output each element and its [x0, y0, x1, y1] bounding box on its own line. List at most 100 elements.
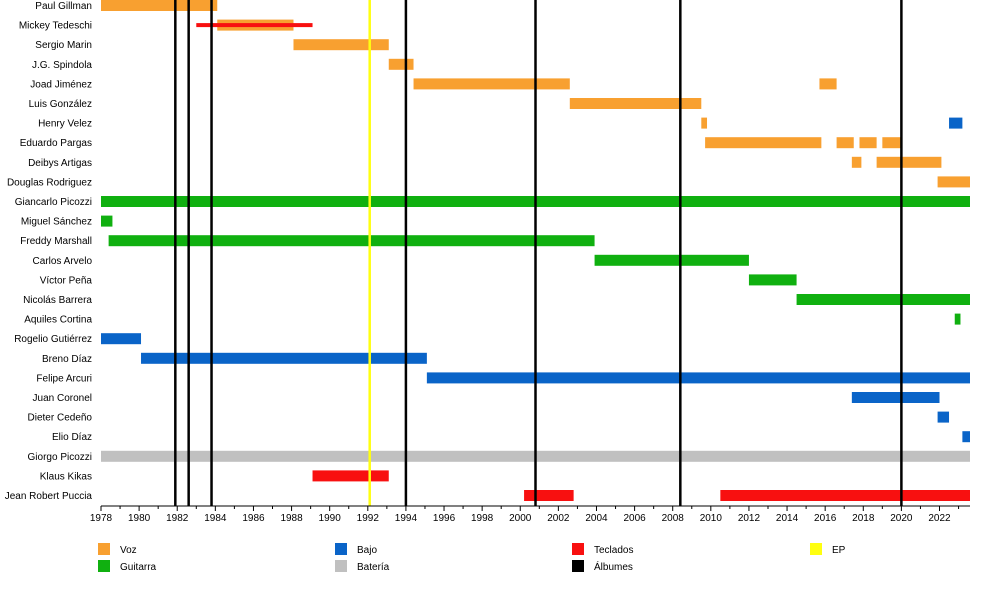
tick-label-2004: 2004 [585, 513, 608, 524]
member-label-sergio-marin: Sergio Marin [35, 40, 92, 51]
member-label-douglas-rodriguez: Douglas Rodriguez [7, 177, 92, 188]
bar-luis-gonzalez-voz-1 [569, 98, 702, 109]
legend-label-teclados: Teclados [594, 545, 633, 556]
bar-juan-coronel-bajo-1 [851, 392, 940, 403]
legend-item-voz: Voz [98, 543, 137, 556]
tick-label-1984: 1984 [204, 513, 227, 524]
bar-eduardo-pargas-voz-2 [836, 137, 854, 149]
tick-label-2018: 2018 [852, 513, 875, 524]
bar-eduardo-pargas-voz-4 [882, 137, 902, 149]
bar-carlos-arvelo-guitarra-1 [594, 254, 749, 266]
bar-joad-jimenez-voz-2 [819, 78, 837, 90]
legend-item-teclados: Teclados [572, 543, 633, 556]
member-label-joad-jimenez: Joad Jiménez [30, 79, 92, 90]
tick-label-1998: 1998 [471, 513, 494, 524]
release-lines [174, 0, 903, 506]
member-label-breno-diaz: Breno Díaz [42, 354, 92, 365]
bar-deibys-artigas-voz-2 [876, 156, 942, 168]
tick-label-1978: 1978 [90, 513, 113, 524]
bar-deibys-artigas-voz-1 [851, 156, 862, 168]
legend-item-albumes: Álbumes [572, 560, 633, 573]
bar-eduardo-pargas-voz-3 [859, 137, 877, 149]
bar-freddy-marshall-guitarra-1 [108, 235, 595, 247]
member-label-giorgo-picozzi: Giorgo Picozzi [28, 452, 92, 463]
tick-label-1982: 1982 [166, 513, 189, 524]
legend-item-guitarra: Guitarra [98, 560, 157, 573]
tick-label-2006: 2006 [623, 513, 646, 524]
bar-miguel-sanchez-guitarra-1 [101, 215, 113, 227]
tick-label-1996: 1996 [433, 513, 456, 524]
tick-label-1994: 1994 [395, 513, 418, 524]
bar-douglas-rodriguez-voz-1 [937, 176, 970, 188]
tick-label-2010: 2010 [700, 513, 723, 524]
legend-swatch-teclados [572, 543, 584, 555]
bar-aquiles-cortina-guitarra-1 [954, 313, 961, 325]
legend-swatch-voz [98, 543, 110, 555]
legend-swatch-bateria [335, 560, 347, 572]
legend-label-bajo: Bajo [357, 545, 377, 556]
legend-item-ep: EP [810, 543, 846, 556]
legend-swatch-albumes [572, 560, 584, 572]
member-label-rogelio-gutierrez: Rogelio Gutiérrez [14, 334, 92, 345]
legend-label-guitarra: Guitarra [120, 562, 157, 573]
member-label-giancarlo-picozzi: Giancarlo Picozzi [15, 197, 92, 208]
member-label-deibys-artigas: Deibys Artigas [28, 158, 92, 169]
x-axis: 1978 1980 1982 1984 1986 1988 1990 1992 1994 1996… [90, 505, 970, 524]
tick-label-2022: 2022 [928, 513, 951, 524]
bar-jean-robert-puccia-teclados-1 [524, 490, 574, 501]
bar-klaus-kikas-teclados-1 [312, 470, 389, 482]
tick-label-1980: 1980 [128, 513, 151, 524]
member-label-mickey-tedeschi: Mickey Tedeschi [19, 21, 92, 32]
member-label-paul-gillman: Paul Gillman [35, 1, 92, 12]
member-label-jean-robert-puccia: Jean Robert Puccia [5, 491, 93, 502]
bar-joad-jimenez-voz-1 [413, 78, 570, 90]
legend-label-bateria: Batería [357, 562, 390, 573]
bar-henry-velez-voz-1 [701, 117, 708, 129]
member-label-luis-gonzalez: Luis González [29, 99, 92, 110]
member-label-nicolas-barrera: Nicolás Barrera [23, 295, 92, 306]
tick-label-1986: 1986 [242, 513, 265, 524]
tick-label-2002: 2002 [547, 513, 570, 524]
bar-eduardo-pargas-voz-1 [705, 137, 822, 149]
legend-item-bateria: Batería [335, 560, 390, 573]
legend-swatch-bajo [335, 543, 347, 555]
tick-label-2020: 2020 [890, 513, 913, 524]
bar-victor-pena-guitarra-1 [748, 274, 797, 286]
tick-label-2016: 2016 [814, 513, 837, 524]
tick-label-2008: 2008 [662, 513, 685, 524]
bar-felipe-arcuri-bajo-1 [426, 372, 970, 384]
member-label-dieter-cedeno: Dieter Cedeño [28, 413, 93, 424]
bar-henry-velez-bajo-2 [949, 117, 963, 129]
member-labels: Paul Gillman Mickey Tedeschi Sergio Marin J… [5, 1, 93, 502]
tick-label-1988: 1988 [280, 513, 303, 524]
bar-j-g-spindola-voz-1 [388, 58, 414, 70]
member-label-eduardo-pargas: Eduardo Pargas [20, 138, 92, 149]
member-label-victor-pena: Víctor Peña [40, 275, 93, 286]
bar-sergio-marin-voz-1 [293, 39, 389, 51]
bar-dieter-cedeno-bajo-1 [937, 411, 950, 423]
legend-label-albumes: Álbumes [594, 560, 633, 573]
tick-label-2012: 2012 [738, 513, 761, 524]
bar-rogelio-gutierrez-bajo-1 [101, 333, 142, 345]
legend-item-bajo: Bajo [335, 543, 377, 556]
member-label-klaus-kikas: Klaus Kikas [40, 471, 92, 482]
bar-breno-diaz-bajo-1 [141, 352, 427, 364]
member-label-felipe-arcuri: Felipe Arcuri [36, 373, 92, 384]
tick-label-1992: 1992 [357, 513, 380, 524]
legend: Voz Guitarra Bajo Batería Teclados Álbumes EP [98, 543, 846, 573]
bar-jean-robert-puccia-teclados-2 [720, 490, 970, 501]
legend-swatch-ep [810, 543, 822, 555]
member-label-juan-coronel: Juan Coronel [33, 393, 92, 404]
legend-label-voz: Voz [120, 545, 137, 556]
member-label-henry-velez: Henry Velez [38, 119, 92, 130]
member-label-carlos-arvelo: Carlos Arvelo [33, 256, 93, 267]
bar-elio-diaz-bajo-1 [962, 431, 970, 443]
bar-paul-gillman-voz-1 [101, 0, 218, 11]
member-label-freddy-marshall: Freddy Marshall [20, 236, 92, 247]
bar-mickey-tedeschi-teclados-2 [196, 23, 313, 28]
member-label-j-g-spindola: J.G. Spindola [32, 60, 92, 71]
member-label-miguel-sanchez: Miguel Sánchez [21, 217, 92, 228]
tick-label-2000: 2000 [509, 513, 532, 524]
bar-nicolas-barrera-guitarra-1 [796, 294, 970, 305]
